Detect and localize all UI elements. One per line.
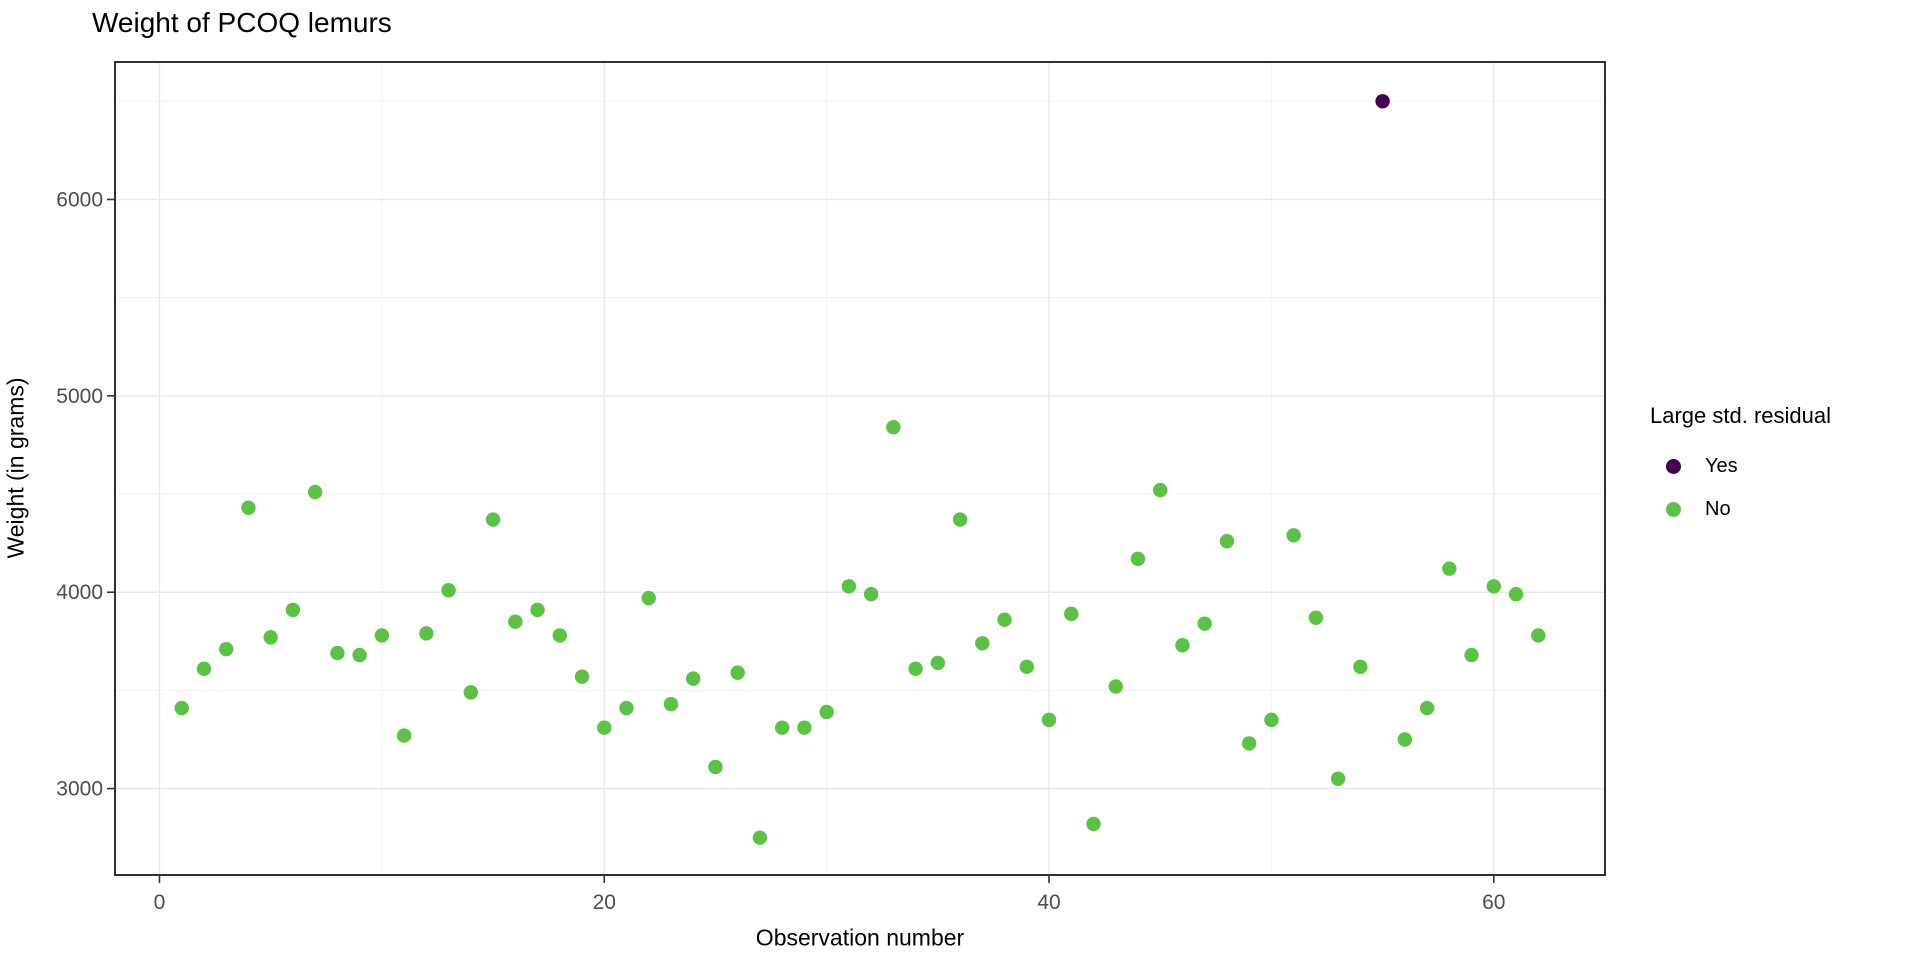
legend: Large std. residual Yes No	[1650, 403, 1831, 531]
data-point-no	[1397, 732, 1413, 747]
x-tick-label: 0	[154, 891, 166, 914]
data-point-no	[1019, 659, 1034, 675]
data-point-no	[930, 655, 946, 671]
data-point-no	[463, 685, 479, 700]
data-point-no	[241, 500, 256, 515]
legend-label: No	[1705, 498, 1731, 520]
data-point-no	[1153, 482, 1168, 498]
legend-dot-yes	[1666, 459, 1681, 474]
data-point-no	[1353, 659, 1368, 675]
data-point-no	[752, 830, 768, 845]
data-point-no	[196, 661, 212, 677]
data-point-no	[841, 579, 857, 594]
data-point-no	[1264, 712, 1279, 728]
legend-label: Yes	[1705, 455, 1738, 477]
data-point-no	[174, 700, 189, 716]
data-point-no	[1175, 638, 1190, 653]
data-point-no	[641, 590, 656, 606]
data-point-no	[863, 586, 879, 602]
data-point-no	[1486, 579, 1502, 594]
data-point-no	[1064, 606, 1079, 622]
data-point-no	[1286, 528, 1301, 543]
data-point-no	[508, 614, 523, 629]
data-point-no	[1086, 816, 1101, 832]
data-point-no	[975, 636, 990, 651]
data-point-no	[330, 645, 345, 661]
data-point-no	[730, 665, 745, 680]
data-point-no	[1464, 647, 1479, 663]
data-point-no	[1108, 679, 1123, 694]
data-point-no	[1308, 610, 1324, 625]
data-point-no	[1531, 628, 1546, 643]
y-axis-title: Weight (in grams)	[2, 377, 29, 559]
legend-item-yes: Yes	[1650, 445, 1831, 488]
data-point-no	[530, 602, 545, 618]
data-point-no	[1442, 561, 1457, 576]
data-point-no	[708, 759, 723, 775]
y-tick-label: 3000	[56, 778, 103, 801]
y-tick-label: 4000	[56, 581, 103, 604]
data-point-no	[441, 583, 456, 598]
data-point-no	[263, 630, 278, 645]
chart-title: Weight of PCOQ lemurs	[92, 7, 392, 38]
panel-border	[114, 61, 1606, 876]
data-point-no	[997, 612, 1012, 627]
data-point-no	[1241, 736, 1257, 751]
data-point-no	[1041, 712, 1057, 728]
x-tick-label: 40	[1037, 891, 1060, 914]
x-tick-label: 60	[1482, 891, 1505, 914]
data-point-no	[797, 720, 812, 735]
data-point-no	[374, 628, 390, 643]
legend-item-no: No	[1650, 488, 1831, 531]
data-point-no	[819, 704, 834, 720]
data-point-no	[307, 484, 323, 500]
y-tick-label: 6000	[56, 188, 103, 211]
y-tick-label: 5000	[56, 385, 103, 408]
data-point-no	[396, 728, 412, 743]
data-point-no	[419, 626, 434, 641]
data-point-no	[1330, 771, 1346, 786]
data-point-no	[663, 696, 679, 712]
data-point-no	[597, 720, 612, 735]
x-axis-title: Observation number	[755, 924, 965, 951]
x-tick-label: 20	[593, 891, 616, 914]
data-point-no	[352, 647, 367, 663]
data-point-no	[908, 661, 923, 677]
legend-dot-no	[1666, 502, 1681, 517]
data-point-no	[686, 671, 701, 686]
data-point-no	[1219, 533, 1235, 549]
data-point-no	[1508, 586, 1524, 602]
data-point-no	[1419, 700, 1435, 716]
data-point-no	[218, 641, 234, 657]
data-point-no	[285, 602, 301, 618]
data-point-no	[774, 720, 790, 735]
legend-title: Large std. residual	[1650, 403, 1831, 428]
data-point-yes	[1375, 94, 1390, 109]
data-point-no	[552, 628, 567, 643]
data-point-no	[1130, 551, 1146, 567]
panel-background	[115, 62, 1605, 875]
data-point-no	[952, 512, 968, 527]
data-point-no	[886, 420, 901, 435]
legend-items: Yes No	[1650, 445, 1831, 531]
data-point-no	[619, 700, 634, 716]
data-point-no	[574, 669, 590, 684]
data-point-no	[485, 512, 501, 527]
data-point-no	[1197, 616, 1212, 631]
